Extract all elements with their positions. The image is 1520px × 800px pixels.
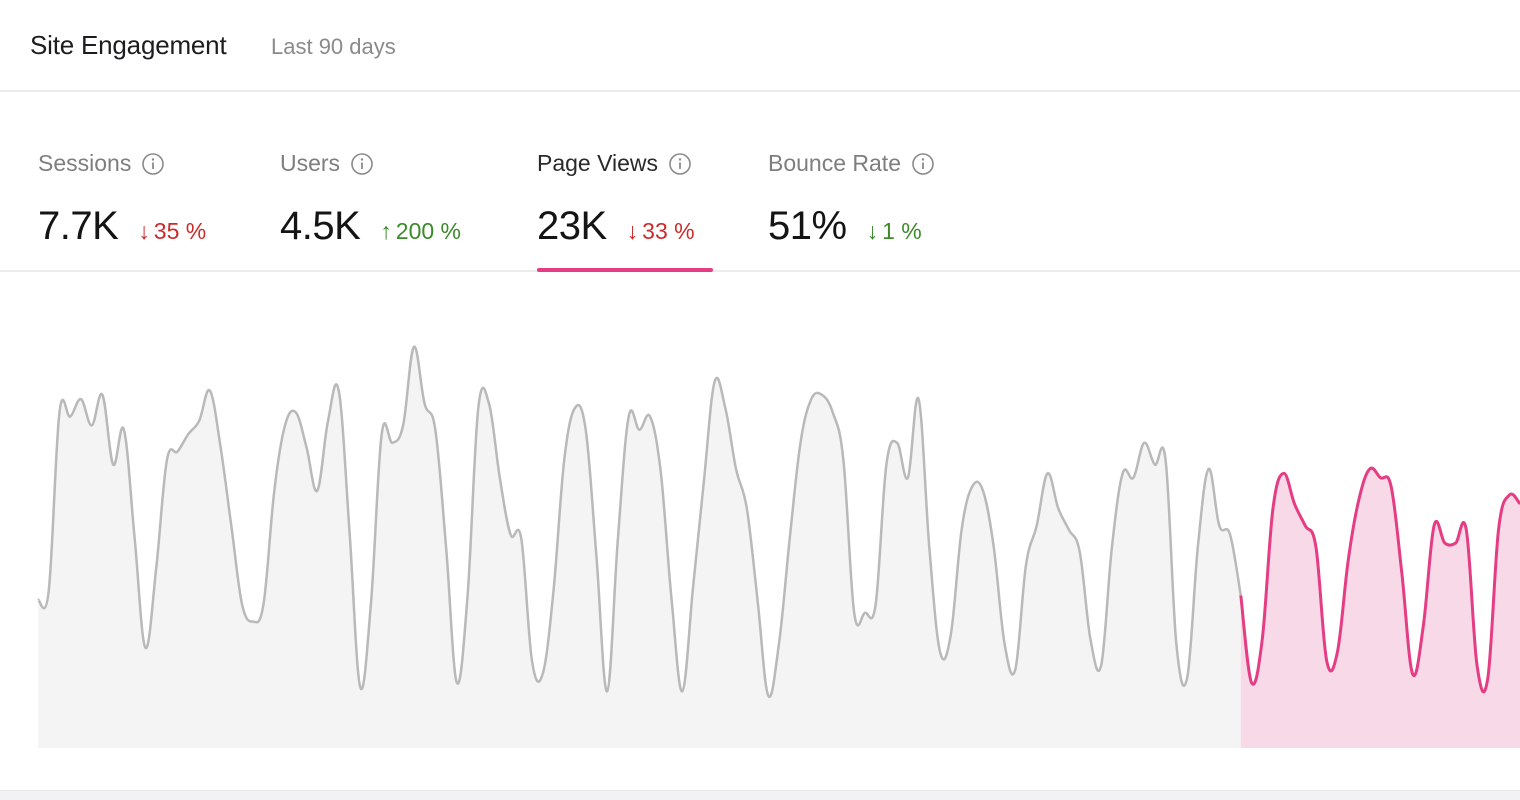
info-circle-icon[interactable]	[911, 152, 935, 176]
metric-delta-value: 200 %	[395, 218, 462, 244]
metric-delta-value: 35 %	[153, 218, 207, 244]
page-header: Site Engagement Last 90 days	[0, 0, 1520, 92]
current-area-fill	[1240, 468, 1520, 748]
history-series-line	[36, 345, 1243, 699]
metric-label: Users	[280, 150, 341, 176]
metric-delta-value: 33 %	[642, 218, 695, 244]
metric-value: 7.7K	[38, 204, 119, 248]
area-chart[interactable]	[0, 272, 1520, 790]
metric-delta: ↑ 200 %	[380, 218, 461, 245]
tab-page-views[interactable]: Page Views 23K ↓ 33 %	[537, 92, 713, 272]
arrow-down-icon: ↓	[138, 218, 150, 244]
info-circle-icon[interactable]	[350, 152, 374, 176]
metric-value: 23K	[537, 204, 607, 248]
metric-label: Page Views	[537, 150, 659, 176]
date-range-label[interactable]: Last 90 days	[271, 34, 396, 59]
tab-bounce-rate[interactable]: Bounce Rate 51% ↓ 1 %	[768, 92, 968, 272]
active-tab-indicator	[537, 268, 713, 272]
metric-tabs: Sessions 7.7K ↓ 35 % Users 4.5K	[0, 92, 1520, 272]
page-views-chart[interactable]	[0, 272, 1520, 790]
page-title: Site Engagement	[30, 30, 227, 60]
metric-label: Bounce Rate	[768, 150, 901, 176]
metric-value: 51%	[768, 204, 847, 248]
metric-label: Sessions	[38, 150, 132, 176]
tab-users[interactable]: Users 4.5K ↑ 200 %	[280, 92, 500, 272]
bottom-divider	[0, 790, 1520, 800]
arrow-down-icon: ↓	[866, 218, 879, 244]
history-area-fill	[38, 346, 1241, 748]
info-circle-icon[interactable]	[668, 152, 692, 176]
metric-delta-value: 1 %	[882, 218, 922, 244]
metric-delta: ↓ 1 %	[867, 218, 922, 245]
info-circle-icon[interactable]	[141, 152, 165, 176]
current-series-line	[1239, 466, 1520, 694]
arrow-up-icon: ↑	[380, 218, 392, 244]
metric-delta: ↓ 33 %	[627, 218, 695, 245]
metric-delta: ↓ 35 %	[138, 218, 206, 245]
arrow-down-icon: ↓	[626, 218, 639, 244]
tab-sessions[interactable]: Sessions 7.7K ↓ 35 %	[38, 92, 238, 272]
metric-value: 4.5K	[280, 204, 361, 248]
